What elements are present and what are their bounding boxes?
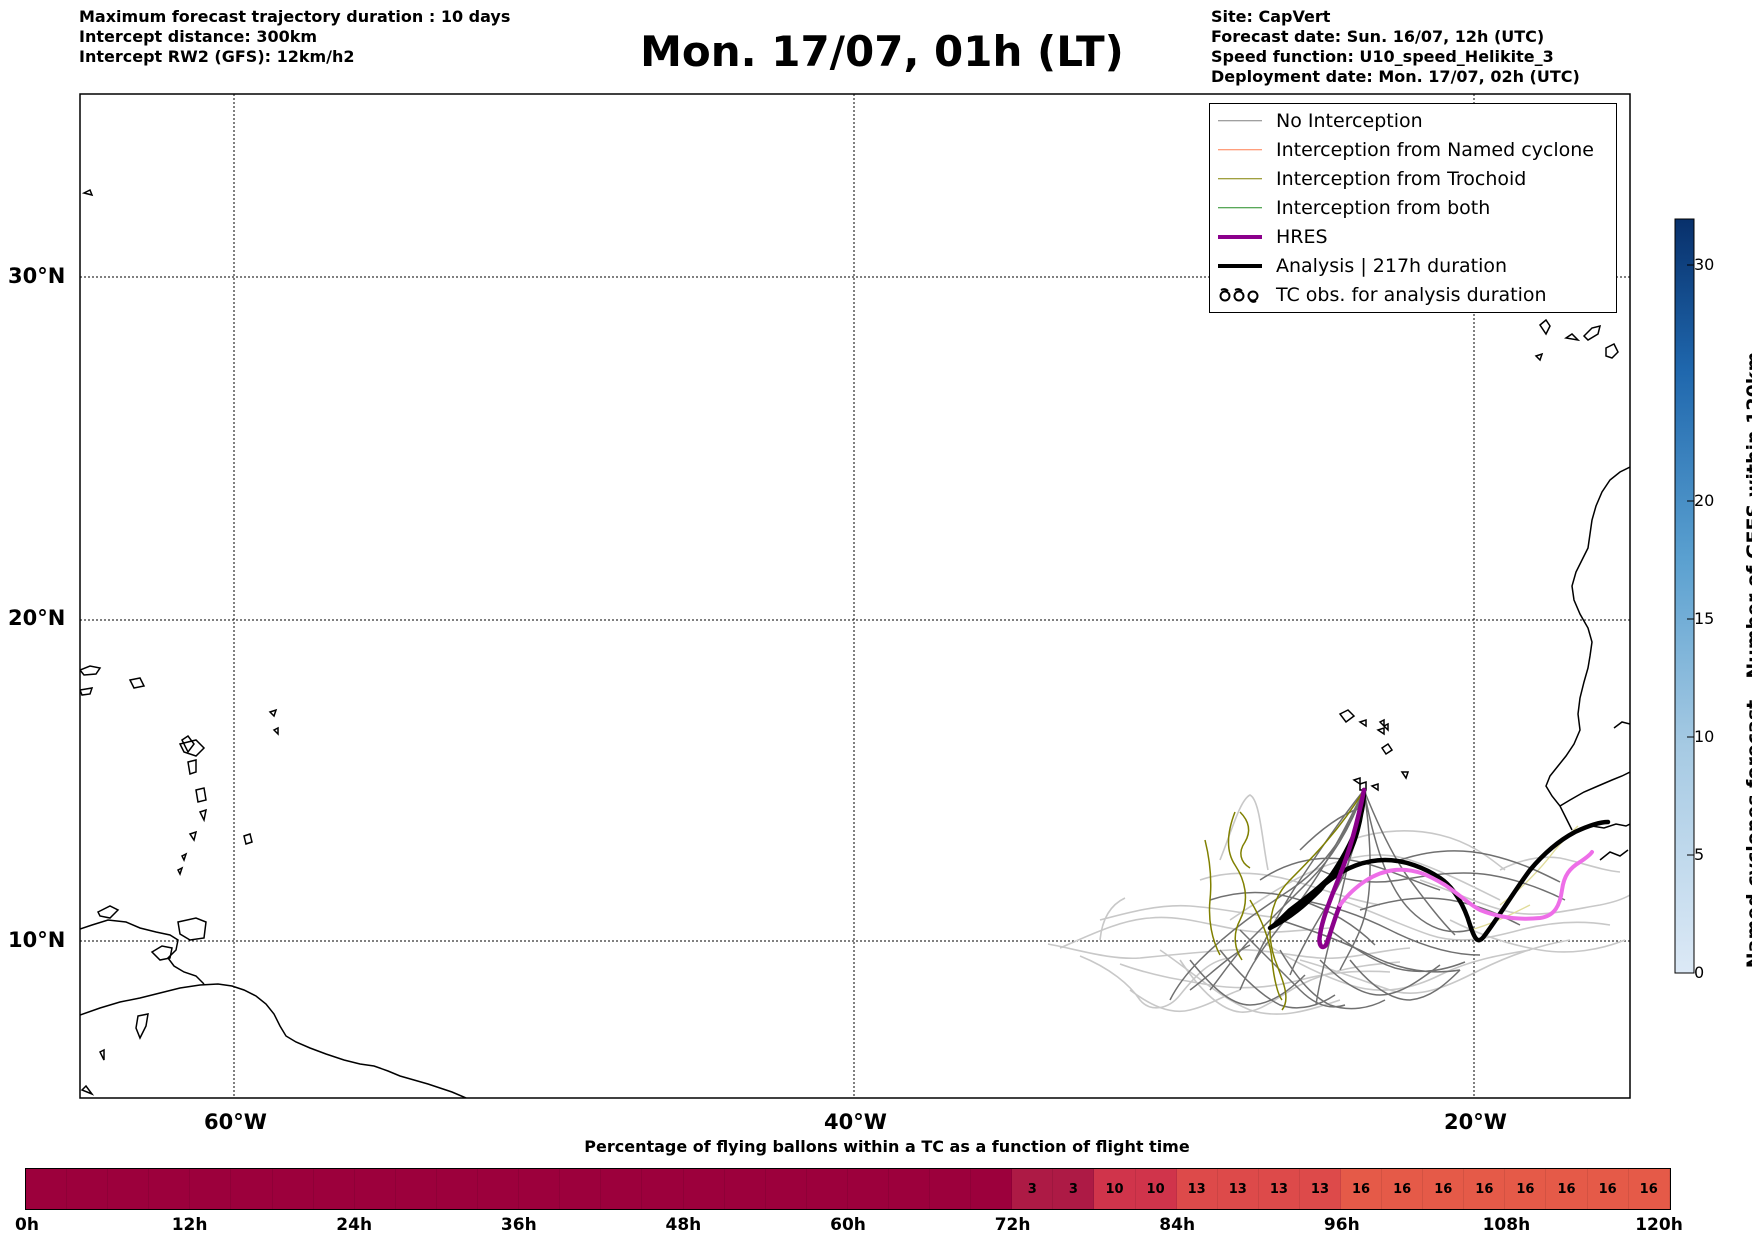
timebar-cell: 16 (1464, 1169, 1506, 1209)
timebar-cell (601, 1169, 643, 1209)
timebar-tick-label: 24h (336, 1215, 373, 1235)
timebar-cell (354, 1169, 396, 1209)
timebar-cell (436, 1169, 479, 1209)
legend-item-no-interception: No Interception (1210, 106, 1423, 135)
timebar-tick-label: 96h (1323, 1215, 1360, 1235)
magenta-thick-line-icon (1218, 231, 1262, 243)
timebar-cell (149, 1169, 191, 1209)
colorbar-label: Named cyclones forecast - Number of GEFS… (1743, 351, 1752, 969)
black-thick-line-icon (1218, 260, 1262, 272)
coral-line-icon (1218, 144, 1262, 156)
coastline-west (80, 188, 467, 1098)
lat-label-20n: 20°N (8, 606, 66, 630)
timebar-cell (971, 1169, 1013, 1209)
timebar-cell (806, 1169, 848, 1209)
olive-line-icon (1218, 173, 1262, 185)
legend-item-both: Interception from both (1210, 193, 1490, 222)
trajectories-olive (1204, 789, 1365, 1011)
legend-item-trochoid: Interception from Trochoid (1210, 164, 1526, 193)
timebar-cell: 16 (1382, 1169, 1424, 1209)
legend-item-named-cyclone: Interception from Named cyclone (1210, 135, 1594, 164)
timebar-cell (683, 1169, 725, 1209)
timebar-cell (26, 1169, 68, 1209)
colorbar-tick-20: 20 (1694, 491, 1715, 510)
timebar-cell (478, 1169, 520, 1209)
timebar-tick-label: 12h (171, 1215, 208, 1235)
timebar-cell: 16 (1546, 1169, 1588, 1209)
timebar-cell: 16 (1423, 1169, 1465, 1209)
intercept-distance-text: Intercept distance: 300km (79, 27, 318, 46)
timebar-cell (930, 1169, 972, 1209)
max-duration-text: Maximum forecast trajectory duration : 1… (79, 7, 511, 26)
timebar-cell (313, 1169, 355, 1209)
hres-trajectory-early (1317, 787, 1367, 950)
legend-item-hres: HRES (1210, 222, 1328, 251)
deployment-date-text: Deployment date: Mon. 17/07, 02h (UTC) (1211, 67, 1580, 86)
timebar-cell (519, 1169, 561, 1209)
timebar-cell (888, 1169, 931, 1209)
timebar-cell: 13 (1217, 1169, 1259, 1209)
lat-label-30n: 30°N (8, 264, 66, 288)
cyclone-symbols-icon (1218, 287, 1262, 303)
timebar-cell: 13 (1176, 1169, 1218, 1209)
green-line-icon (1218, 202, 1262, 214)
lon-label-20w: 20°W (1444, 1110, 1507, 1134)
timebar-tick-label: 0h (15, 1215, 39, 1235)
page-title: Mon. 17/07, 01h (LT) (640, 27, 1124, 76)
timebar-tick-label: 72h (994, 1215, 1031, 1235)
forecast-date-text: Forecast date: Sun. 16/07, 12h (UTC) (1211, 27, 1545, 46)
timebar-tick-label: 60h (830, 1215, 866, 1235)
colorbar-tick-10: 10 (1694, 727, 1715, 746)
timebar-cell: 13 (1258, 1169, 1300, 1209)
lon-label-40w: 40°W (824, 1110, 887, 1134)
timebar-cell (642, 1169, 684, 1209)
timebar-cell: 16 (1587, 1169, 1629, 1209)
colorbar-tick-15: 15 (1694, 609, 1715, 628)
timebar-cell (190, 1169, 232, 1209)
timebar-cell: 10 (1135, 1169, 1177, 1209)
cyclone-colorbar (1674, 218, 1695, 974)
timebar-cell: 16 (1628, 1169, 1670, 1209)
timebar-cell (765, 1169, 807, 1209)
legend-item-analysis: Analysis | 217h duration (1210, 251, 1507, 280)
timebar-tick-label: 48h (665, 1215, 702, 1235)
timebar-tick-label: 108h (1482, 1215, 1531, 1235)
tc-percentage-timebar: 3 3 10 10 13 13 13 13 16 16 16 16 16 16 16 16 (25, 1168, 1671, 1210)
timebar-cell (560, 1169, 602, 1209)
trajectories-gray (1169, 789, 1566, 1010)
site-info: Site: CapVert Forecast date: Sun. 16/07,… (1211, 7, 1580, 87)
intercept-rw2-text: Intercept RW2 (GFS): 12km/h2 (79, 47, 355, 66)
colorbar-tick-5: 5 (1694, 845, 1705, 864)
colorbar-tick-0: 0 (1694, 963, 1705, 982)
lon-label-60w: 60°W (204, 1110, 267, 1134)
timebar-cell (231, 1169, 273, 1209)
timebar-cell: 13 (1299, 1169, 1341, 1209)
timebar-cell: 3 (1053, 1169, 1095, 1209)
forecast-parameters: Maximum forecast trajectory duration : 1… (79, 7, 510, 67)
hres-trajectory-late (1338, 850, 1594, 921)
colorbar-tick-30: 30 (1694, 255, 1715, 274)
timebar-cell (67, 1169, 109, 1209)
timebar-cell (847, 1169, 889, 1209)
lat-label-10n: 10°N (8, 928, 66, 952)
timebar-tick-label: 84h (1159, 1215, 1196, 1235)
legend-item-tc-obs: TC obs. for analysis duration (1210, 280, 1547, 309)
timebar-tick-label: 120h (1635, 1215, 1683, 1235)
timebar-cell (108, 1169, 150, 1209)
map-legend: No Interception Interception from Named … (1209, 103, 1617, 313)
timebar-cell: 16 (1341, 1169, 1383, 1209)
timebar-cell (395, 1169, 437, 1209)
gray-line-icon (1218, 115, 1262, 127)
timebar-cell: 10 (1094, 1169, 1136, 1209)
timebar-cell (272, 1169, 314, 1209)
speed-function-text: Speed function: U10_speed_Helikite_3 (1211, 47, 1554, 66)
timebar-tick-label: 36h (500, 1215, 537, 1235)
timebar-cell (724, 1169, 766, 1209)
site-text: Site: CapVert (1211, 7, 1331, 26)
timebar-title: Percentage of flying ballons within a TC… (584, 1137, 1190, 1156)
timebar-cell: 16 (1505, 1169, 1547, 1209)
timebar-cell: 3 (1012, 1169, 1054, 1209)
